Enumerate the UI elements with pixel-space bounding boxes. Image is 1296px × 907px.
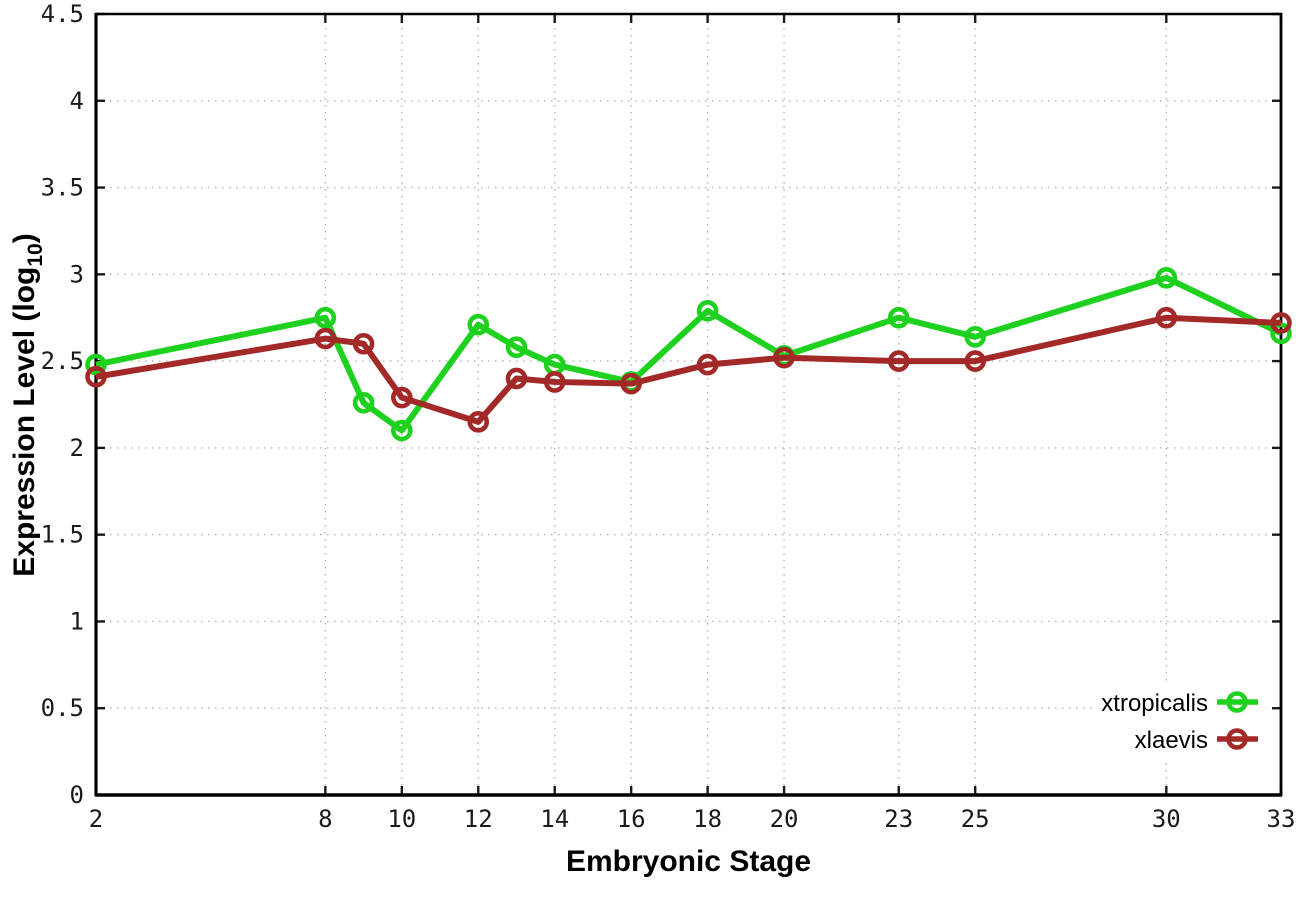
data-point-marker-xtropicalis [391, 419, 413, 442]
x-tick-label: 30 [1152, 805, 1181, 833]
x-tick-label: 2 [89, 805, 103, 833]
y-tick-label: 1.5 [41, 521, 84, 549]
x-tick-label: 12 [464, 805, 493, 833]
data-point-marker-xlaevis [773, 346, 795, 369]
y-tick-label: 0 [70, 781, 84, 809]
data-point-marker-xlaevis [467, 411, 490, 433]
data-point-marker-xlaevis [964, 350, 986, 372]
x-tick-label: 23 [884, 805, 913, 833]
legend-marker-xlaevis [1226, 728, 1248, 750]
data-point-marker-xlaevis [696, 353, 719, 376]
x-tick-label: 18 [693, 805, 722, 833]
data-point-marker-xtropicalis [964, 326, 986, 348]
legend-label-xtropicalis: xtropicalis [1101, 690, 1208, 717]
data-point-marker-xlaevis [85, 365, 107, 388]
data-point-marker-xlaevis [1270, 312, 1292, 334]
series-line-xlaevis [95, 314, 1282, 425]
x-tick-label: 20 [770, 805, 799, 833]
data-point-marker-xlaevis [314, 327, 337, 350]
data-point-marker-xlaevis [391, 386, 413, 409]
data-point-marker-xlaevis [620, 372, 642, 395]
y-tick-label: 3 [70, 260, 84, 288]
y-tick-label: 2.5 [41, 347, 84, 375]
data-point-marker-xtropicalis [352, 391, 375, 414]
data-point-marker-xtropicalis [696, 299, 719, 322]
legend-marker-xtropicalis [1226, 691, 1248, 713]
data-point-marker-xlaevis [505, 367, 528, 390]
data-point-marker-xlaevis [887, 350, 910, 372]
data-point-marker-xlaevis [1155, 306, 1178, 329]
y-tick-label: 1 [70, 607, 84, 635]
data-point-marker-xlaevis [543, 371, 566, 393]
data-point-marker-xtropicalis [467, 313, 490, 336]
data-point-marker-xtropicalis [505, 336, 528, 359]
y-tick-label: 2 [70, 434, 84, 462]
data-point-marker-xtropicalis [85, 353, 107, 376]
data-point-marker-xtropicalis [887, 306, 910, 329]
x-tick-label: 10 [387, 805, 416, 833]
x-tick-label: 14 [540, 805, 569, 833]
legend-label-xlaevis: xlaevis [1135, 727, 1208, 754]
x-tick-label: 8 [318, 805, 332, 833]
x-axis-title: Embryonic Stage [566, 845, 811, 878]
y-tick-label: 4 [70, 87, 84, 115]
data-point-marker-xtropicalis [1270, 322, 1292, 345]
data-point-marker-xlaevis [352, 332, 375, 355]
data-point-marker-xtropicalis [314, 306, 337, 329]
y-tick-label: 3.5 [41, 174, 84, 202]
y-tick-label: 4.5 [41, 0, 84, 28]
y-axis-title: Expression Level (log10) [8, 233, 47, 576]
x-tick-label: 16 [617, 805, 646, 833]
y-tick-label: 0.5 [41, 694, 84, 722]
x-tick-label: 33 [1267, 805, 1296, 833]
data-point-marker-xtropicalis [1155, 267, 1178, 289]
x-tick-label: 25 [961, 805, 990, 833]
